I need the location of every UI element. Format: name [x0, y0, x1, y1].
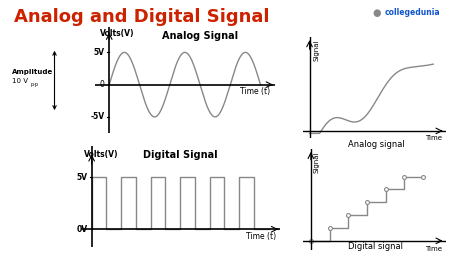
Text: 5V: 5V: [77, 173, 88, 182]
Text: Analog Signal: Analog Signal: [162, 31, 238, 41]
Text: Signal: Signal: [314, 151, 319, 173]
Text: 5V: 5V: [93, 48, 104, 57]
Text: Time (t): Time (t): [240, 87, 270, 96]
Text: p-p: p-p: [30, 82, 38, 87]
Text: ●: ●: [373, 8, 381, 18]
Text: Digital Signal: Digital Signal: [143, 151, 218, 160]
Text: Time: Time: [425, 135, 442, 141]
Text: Amplitude: Amplitude: [12, 69, 53, 75]
Text: Analog and Digital Signal: Analog and Digital Signal: [14, 8, 270, 26]
Text: collegedunia: collegedunia: [384, 8, 440, 17]
Text: 10 V: 10 V: [12, 78, 28, 84]
Text: Time: Time: [425, 246, 442, 252]
Text: Digital signal: Digital signal: [348, 242, 403, 251]
Text: Volts(V): Volts(V): [84, 151, 119, 159]
Text: 0: 0: [100, 80, 104, 89]
Text: Time (t): Time (t): [246, 232, 276, 241]
Text: Volts(V): Volts(V): [100, 29, 134, 38]
Text: 0V: 0V: [77, 225, 88, 234]
Text: Analog signal: Analog signal: [347, 140, 404, 149]
Text: Signal: Signal: [313, 40, 319, 61]
Text: -5V: -5V: [91, 112, 104, 121]
